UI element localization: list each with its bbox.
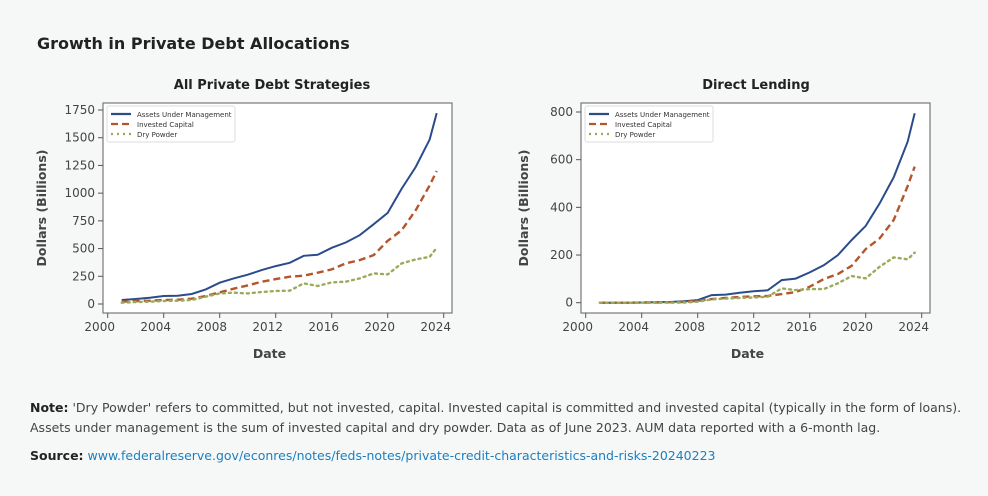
x-tick-label: 2016 [786,320,817,334]
y-tick-label: 1000 [64,186,95,200]
legend [106,105,236,143]
source-link[interactable]: www.federalreserve.gov/econres/notes/fed… [87,448,716,463]
y-tick-label: 200 [550,248,573,262]
x-axis-label: Date [253,346,286,361]
y-tick-label: 0 [565,296,573,310]
chart-title-direct-lending: Direct Lending [702,78,810,93]
x-tick-label: 2020 [364,320,395,334]
y-axis-label: Dollars (Billions) [34,150,49,267]
legend-label: Assets Under Management [615,111,710,119]
chart-title-all-strategies: All Private Debt Strategies [173,78,371,93]
x-tick-label: 2008 [196,320,227,334]
y-tick-label: 800 [550,105,573,119]
legend [584,105,714,143]
y-tick-label: 1750 [64,103,95,117]
y-tick-label: 250 [72,269,95,283]
y-axis-label: Dollars (Billions) [516,150,531,267]
legend-label: Dry Powder [615,131,655,139]
y-tick-label: 500 [72,242,95,256]
series-line-invested-capital [121,170,438,303]
y-tick-label: 400 [550,200,573,214]
series-line-assets-under-management [121,112,438,301]
note-text: 'Dry Powder' refers to committed, but no… [30,400,962,435]
x-tick-label: 2008 [674,320,705,334]
y-tick-label: 1500 [64,131,95,145]
note: Note: 'Dry Powder' refers to committed, … [30,398,970,438]
x-tick-label: 2000 [84,320,115,334]
x-tick-label: 2020 [842,320,873,334]
x-tick-label: 2000 [562,320,593,334]
series-line-dry-powder [120,246,438,304]
source: Source: www.federalreserve.gov/econres/n… [30,446,970,466]
legend-label: Dry Powder [137,131,177,139]
y-tick-label: 0 [87,297,95,311]
x-tick-label: 2024 [420,320,451,334]
x-tick-label: 2004 [140,320,171,334]
y-tick-label: 600 [550,153,573,167]
x-tick-label: 2024 [898,320,929,334]
x-tick-label: 2016 [308,320,339,334]
series-line-dry-powder [598,251,916,304]
legend-label: Invested Capital [615,121,672,129]
y-tick-label: 1250 [64,158,95,172]
note-label: Note: [30,400,69,415]
y-tick-label: 750 [72,214,95,228]
x-tick-label: 2012 [252,320,283,334]
x-tick-label: 2012 [730,320,761,334]
x-axis-label: Date [731,346,764,361]
source-label: Source: [30,448,84,463]
legend-label: Assets Under Management [137,111,232,119]
legend-label: Invested Capital [137,121,194,129]
x-tick-label: 2004 [618,320,649,334]
page-title: Growth in Private Debt Allocations [37,34,350,53]
